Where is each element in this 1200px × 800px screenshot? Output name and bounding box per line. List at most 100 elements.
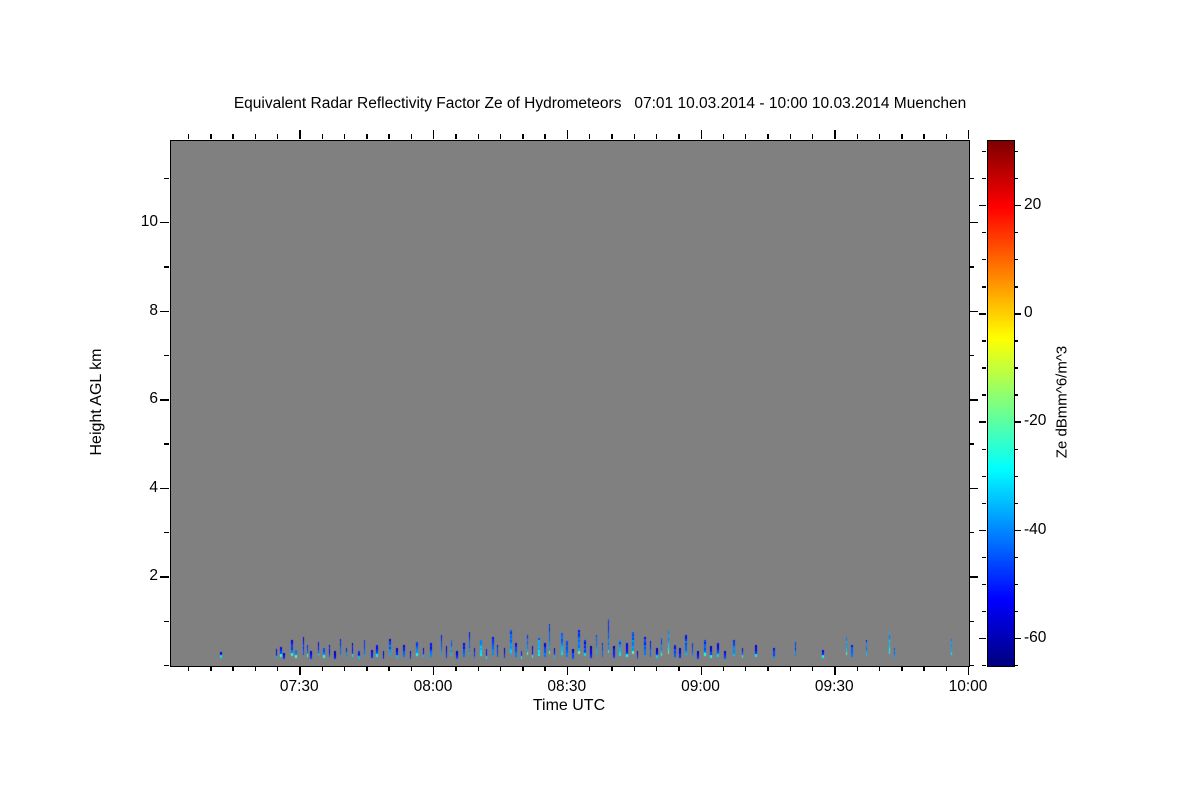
tick-mark	[321, 133, 323, 139]
tick-mark	[1014, 421, 1022, 423]
tick-mark	[159, 487, 169, 490]
tick-mark	[678, 133, 680, 139]
x-tick-label: 09:00	[681, 678, 720, 695]
y-tick-label: 4	[149, 478, 158, 496]
tick-mark	[789, 666, 792, 672]
tick-mark	[343, 666, 346, 672]
tick-mark	[163, 620, 169, 623]
tick-mark	[1014, 286, 1019, 288]
tick-mark	[834, 129, 836, 139]
tick-mark	[163, 266, 169, 268]
tick-mark	[981, 448, 986, 450]
tick-mark	[722, 133, 725, 139]
tick-mark	[254, 666, 257, 672]
tick-mark	[1014, 475, 1019, 477]
tick-mark	[1014, 150, 1019, 153]
tick-mark	[969, 532, 975, 534]
tick-mark	[969, 620, 975, 623]
y-tick-label: 8	[149, 301, 158, 319]
tick-mark	[981, 610, 986, 613]
tick-mark	[1014, 177, 1019, 180]
tick-mark	[611, 133, 613, 139]
tick-mark	[969, 310, 979, 312]
tick-mark	[969, 354, 975, 357]
tick-mark	[981, 340, 986, 342]
tick-mark	[981, 259, 986, 261]
tick-mark	[856, 666, 858, 672]
tick-mark	[276, 666, 279, 672]
tick-mark	[945, 666, 948, 672]
tick-mark	[1014, 367, 1019, 369]
tick-mark	[611, 666, 613, 672]
tick-mark	[968, 129, 970, 139]
x-tick-label: 10:00	[948, 678, 988, 695]
tick-mark	[633, 133, 636, 139]
tick-mark	[978, 204, 986, 207]
tick-mark	[159, 576, 169, 578]
tick-mark	[745, 133, 747, 139]
tick-mark	[366, 666, 368, 672]
tick-mark	[159, 399, 169, 401]
tick-mark	[410, 666, 413, 672]
tick-mark	[276, 133, 279, 139]
tick-mark	[589, 666, 591, 672]
tick-mark	[544, 666, 546, 672]
x-axis-title: Time UTC	[532, 697, 606, 714]
tick-mark	[159, 310, 169, 312]
tick-mark	[433, 666, 435, 676]
tick-mark	[388, 666, 390, 672]
tick-mark	[1014, 556, 1019, 559]
tick-mark	[163, 532, 169, 534]
colorbar-title: Ze dBmm^6/m^3	[1053, 345, 1071, 459]
tick-mark	[477, 133, 479, 139]
tick-mark	[1014, 232, 1019, 234]
tick-mark	[878, 666, 881, 672]
tick-mark	[969, 443, 975, 445]
tick-mark	[767, 133, 769, 139]
tick-mark	[981, 583, 986, 586]
tick-mark	[1014, 502, 1019, 505]
y-tick-label: 10	[140, 212, 158, 230]
tick-mark	[945, 133, 948, 139]
tick-mark	[633, 666, 636, 672]
tick-mark	[968, 666, 970, 676]
tick-mark	[923, 133, 925, 139]
tick-mark	[981, 502, 986, 505]
x-tick-label: 09:30	[814, 678, 854, 695]
tick-mark	[981, 177, 986, 180]
tick-mark	[522, 133, 524, 139]
tick-mark	[969, 266, 975, 268]
tick-mark	[811, 133, 814, 139]
tick-mark	[981, 475, 986, 477]
tick-mark	[1014, 313, 1022, 315]
tick-mark	[163, 354, 169, 357]
tick-mark	[163, 665, 169, 667]
tick-mark	[981, 394, 986, 396]
tick-mark	[1014, 665, 1019, 667]
tick-mark	[187, 133, 190, 139]
colorbar-tick-label: 0	[1024, 304, 1033, 322]
tick-mark	[1014, 204, 1022, 207]
tick-mark	[1014, 610, 1019, 613]
tick-mark	[981, 232, 986, 234]
tick-mark	[566, 129, 569, 139]
tick-mark	[856, 133, 858, 139]
tick-mark	[433, 129, 435, 139]
tick-mark	[589, 133, 591, 139]
tick-mark	[254, 133, 257, 139]
tick-mark	[455, 133, 457, 139]
tick-mark	[767, 666, 769, 672]
tick-mark	[811, 666, 814, 672]
tick-mark	[700, 666, 702, 676]
tick-mark	[499, 133, 502, 139]
x-tick-label: 08:30	[547, 678, 587, 695]
y-tick-label: 6	[149, 390, 158, 408]
x-tick-label: 08:00	[413, 678, 453, 695]
tick-mark	[1014, 259, 1019, 261]
tick-mark	[210, 133, 212, 139]
tick-mark	[978, 637, 986, 640]
tick-mark	[678, 666, 680, 672]
tick-mark	[978, 313, 986, 315]
tick-mark	[981, 286, 986, 288]
